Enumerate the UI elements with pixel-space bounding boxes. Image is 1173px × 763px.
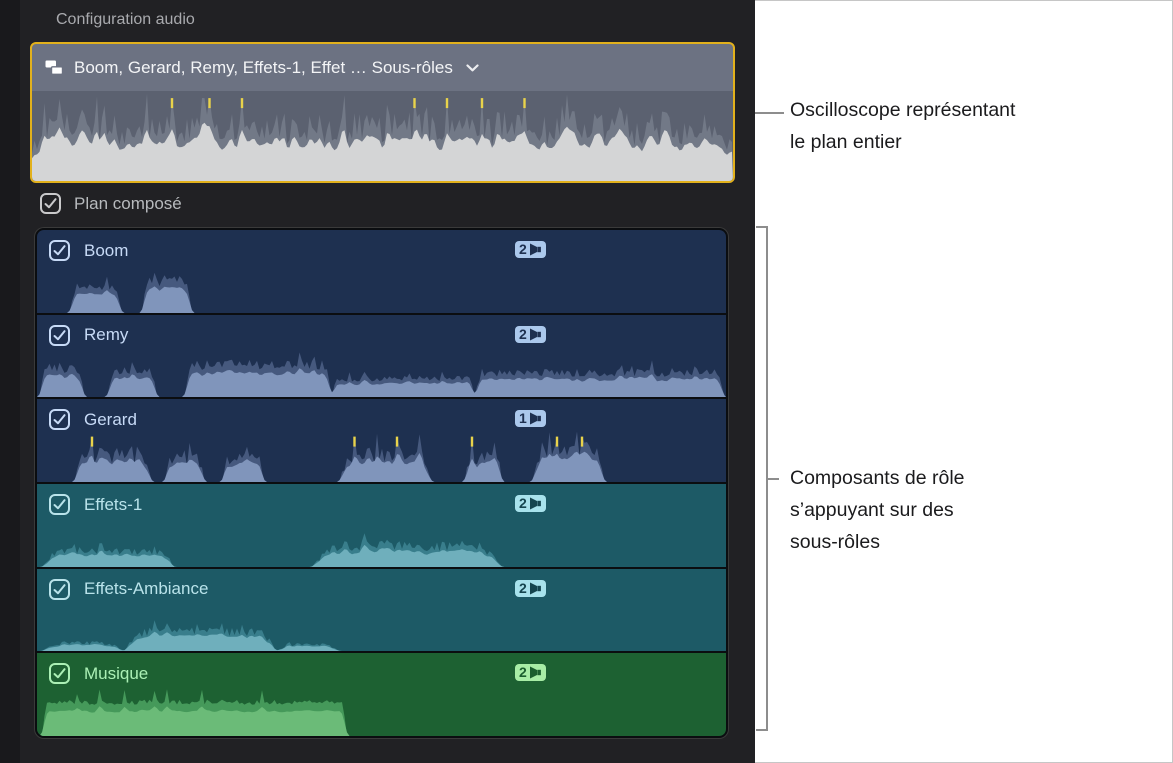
- clip-header: Boom, Gerard, Remy, Effets-1, Effet … So…: [32, 44, 733, 91]
- panel-title: Configuration audio: [56, 11, 195, 28]
- checkmark-icon: [53, 414, 66, 425]
- channel-count: 2: [519, 579, 527, 596]
- checkmark-icon: [53, 499, 66, 510]
- oscilloscope-waveform: [32, 91, 733, 181]
- annotation-bracket-top-stub: [756, 226, 768, 228]
- channel-count-badge: 2: [515, 579, 546, 597]
- role-row[interactable]: Musique 2: [37, 653, 726, 736]
- channel-count-badge: 2: [515, 325, 546, 343]
- role-waveform: [37, 620, 726, 652]
- role-checkbox[interactable]: [49, 240, 70, 261]
- role-checkbox[interactable]: [49, 324, 70, 346]
- role-label: Boom: [84, 240, 129, 260]
- role-row[interactable]: Boom 2: [37, 230, 726, 313]
- plan-compose-checkbox[interactable]: [40, 193, 61, 214]
- speaker-left-icon: [529, 666, 541, 679]
- role-waveform: [37, 352, 726, 398]
- annotation-oscilloscope: Oscilloscope représentant le plan entier: [790, 99, 1016, 153]
- channel-count: 1: [519, 410, 527, 427]
- speaker-left-icon: [529, 328, 541, 341]
- channel-count: 2: [519, 664, 527, 681]
- annotation-connector-line: [755, 112, 784, 114]
- role-components-list: Boom 2 Remy 2 Gerard 1 Effets-1 2 Effets-Ambianc…: [35, 228, 728, 738]
- role-row[interactable]: Effets-1 2: [37, 484, 726, 567]
- role-row-header: Boom: [49, 240, 128, 261]
- checkmark-icon: [53, 245, 66, 256]
- role-row[interactable]: Remy 2: [37, 314, 726, 398]
- role-checkbox[interactable]: [49, 409, 70, 431]
- role-row-header: Effets-1: [49, 494, 143, 516]
- checkmark-icon: [53, 583, 66, 594]
- role-waveform: [37, 532, 726, 567]
- checkmark-icon: [53, 668, 66, 679]
- role-label: Effets-Ambiance: [84, 579, 209, 599]
- oscilloscope-clip[interactable]: Boom, Gerard, Remy, Effets-1, Effet … So…: [30, 42, 735, 183]
- annotation-bracket-mid-tick: [766, 478, 779, 480]
- channel-count: 2: [519, 241, 527, 257]
- speaker-left-icon: [529, 582, 541, 595]
- annotation-role-components: Composants de rôle s’appuyant sur des sous…: [790, 467, 965, 553]
- role-row-header: Effets-Ambiance: [49, 578, 209, 600]
- chevron-down-icon[interactable]: [466, 63, 479, 72]
- speaker-left-icon: [529, 243, 541, 256]
- role-row-header: Musique: [49, 663, 149, 685]
- role-row-header: Remy: [49, 324, 129, 346]
- speaker-left-icon: [529, 412, 541, 425]
- role-waveform: [39, 689, 350, 736]
- compound-clip-icon: [45, 60, 63, 75]
- role-checkbox[interactable]: [49, 578, 70, 600]
- role-row-header: Gerard: [49, 409, 137, 431]
- compound-clip-row[interactable]: Plan composé: [40, 193, 182, 214]
- role-label: Gerard: [84, 409, 137, 429]
- role-label: Effets-1: [84, 494, 143, 514]
- channel-count-badge: 1: [515, 410, 546, 428]
- clip-roles-title: Boom, Gerard, Remy, Effets-1, Effet … So…: [74, 57, 453, 77]
- channel-count-badge: 2: [515, 241, 546, 258]
- role-row[interactable]: Gerard 1: [37, 399, 726, 483]
- checkmark-icon: [44, 198, 57, 209]
- role-label: Musique: [84, 663, 149, 683]
- role-row[interactable]: Effets-Ambiance 2: [37, 568, 726, 652]
- checkmark-icon: [53, 329, 66, 340]
- panel-left-gutter: [0, 0, 20, 763]
- channel-count: 2: [519, 325, 527, 342]
- role-checkbox[interactable]: [49, 494, 70, 516]
- channel-count: 2: [519, 495, 527, 512]
- audio-configuration-panel: Configuration audio Boom, Gerard, Remy, …: [0, 0, 755, 763]
- speaker-left-icon: [529, 497, 541, 510]
- role-checkbox[interactable]: [49, 663, 70, 685]
- annotation-bracket-bottom-stub: [756, 729, 768, 731]
- role-label: Remy: [84, 325, 129, 345]
- role-waveform: [37, 272, 726, 313]
- role-waveform: [37, 431, 726, 483]
- plan-compose-label: Plan composé: [74, 193, 182, 213]
- channel-count-badge: 2: [515, 664, 546, 682]
- channel-count-badge: 2: [515, 495, 546, 513]
